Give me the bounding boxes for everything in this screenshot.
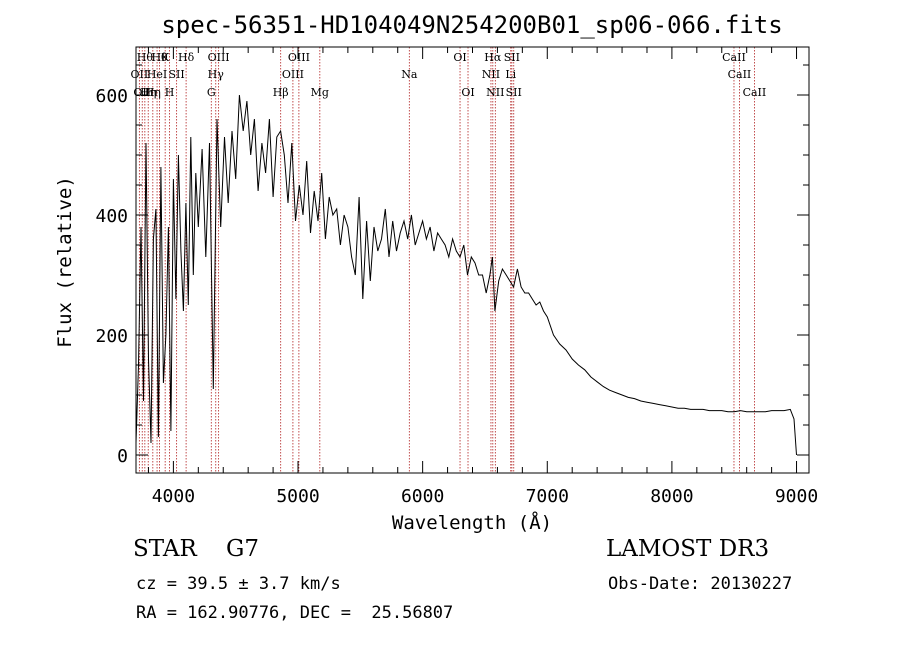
marker-label-22: Hα: [484, 51, 502, 64]
emission-line-labels: OIIOIIHθHηHηHeIHθKHSIIHδGHγOIIIHβOIIIOII…: [131, 51, 767, 99]
y-tick-label: 600: [95, 86, 128, 107]
x-tick-label: 6000: [401, 486, 444, 507]
marker-label-7: K: [161, 51, 170, 64]
marker-label-0: OII: [131, 68, 149, 81]
marker-label-23: NII: [486, 86, 504, 99]
marker-label-10: Hδ: [178, 51, 195, 64]
x-tick-label: 9000: [775, 486, 818, 507]
sky-coordinates: RA = 162.90776, DEC = 25.56807: [136, 603, 454, 623]
redshift-value: cz = 39.5 ± 3.7 km/s: [136, 574, 341, 594]
x-axis-label: Wavelength (Å): [392, 511, 552, 534]
chart-title: spec-56351-HD104049N254200B01_sp06-066.f…: [161, 11, 782, 39]
marker-label-19: OI: [453, 51, 466, 64]
marker-label-8: H: [165, 86, 175, 99]
marker-label-11: G: [207, 86, 216, 99]
marker-label-6: Hθ: [151, 51, 168, 64]
marker-label-9: SII: [169, 68, 185, 81]
marker-label-17: Mg: [311, 86, 329, 99]
y-tick-label: 0: [117, 446, 128, 467]
object-classification: STAR G7: [133, 536, 260, 562]
marker-label-27: CaII: [722, 51, 746, 64]
marker-label-12: Hγ: [208, 68, 225, 81]
survey-name: LAMOST DR3: [606, 536, 770, 562]
marker-label-5: HeI: [147, 68, 167, 81]
marker-label-25: SII: [504, 51, 520, 64]
x-tick-label: 8000: [650, 486, 693, 507]
y-tick-label: 200: [95, 326, 128, 347]
x-tick-label: 7000: [526, 486, 569, 507]
plot-frame: [135, 46, 810, 474]
marker-label-24: Li: [505, 68, 516, 81]
spectrum-line: [135, 94, 797, 456]
marker-label-3: Hη: [140, 86, 156, 99]
marker-label-1: OII: [133, 86, 151, 99]
marker-label-18: Na: [401, 68, 418, 81]
x-tick-label: 4000: [152, 486, 195, 507]
marker-label-2: Hθ: [137, 51, 154, 64]
marker-label-16: OIII: [288, 51, 310, 64]
y-tick-label: 400: [95, 206, 128, 227]
marker-label-14: Hβ: [273, 86, 289, 99]
observation-date: Obs-Date: 20130227: [608, 574, 793, 594]
emission-line-markers: [138, 47, 755, 473]
marker-label-20: OI: [461, 86, 474, 99]
marker-label-15: OIII: [282, 68, 304, 81]
marker-label-29: CaII: [743, 86, 767, 99]
y-axis-label: Flux (relative): [54, 176, 76, 348]
marker-label-26: SII: [506, 86, 522, 99]
x-tick-label: 5000: [276, 486, 319, 507]
marker-label-4: Hη: [145, 86, 161, 99]
axis-tick-labels: 4000 5000 6000 7000 8000 9000 0 200 400 600: [95, 86, 818, 507]
axis-ticks: [136, 47, 809, 473]
marker-label-13: OIII: [208, 51, 230, 64]
marker-label-28: CaII: [728, 68, 752, 81]
marker-label-21: NII: [482, 68, 500, 81]
